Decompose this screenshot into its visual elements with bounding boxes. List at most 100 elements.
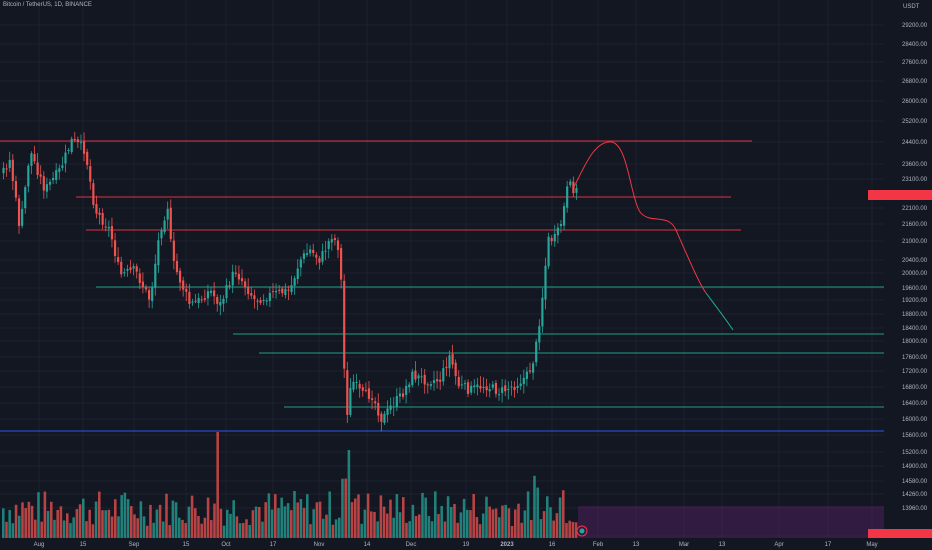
time-axis-label[interactable]: May [866, 542, 877, 548]
time-axis-label[interactable]: Sep [129, 542, 140, 548]
price-axis-label[interactable]: 15600.00 [902, 433, 928, 439]
candle-body [274, 290, 278, 293]
candle-body [123, 272, 126, 274]
projection-path[interactable] [573, 141, 734, 331]
time-axis-label[interactable]: Nov [314, 542, 325, 548]
price-axis-label[interactable]: 29200.00 [902, 23, 928, 29]
volume-bar [424, 497, 427, 538]
volume-bar [354, 498, 357, 538]
time-axis-label[interactable]: Mar [679, 542, 689, 548]
candle-body [473, 385, 476, 388]
price-axis-label[interactable]: 23100.00 [902, 177, 928, 183]
candle-body [33, 154, 36, 162]
candle-body [27, 165, 30, 187]
price-axis-label[interactable]: 26800.00 [902, 79, 928, 85]
price-axis-label[interactable]: 17600.00 [902, 355, 928, 361]
time-axis-label[interactable]: Dec [406, 542, 417, 548]
volume-bar [437, 513, 440, 538]
price-axis-label[interactable]: 17200.00 [902, 369, 928, 375]
time-axis-label[interactable]: Aug [34, 542, 45, 548]
price-axis-label[interactable]: 22100.00 [902, 206, 928, 212]
volume-bar [165, 493, 168, 538]
volume-bar [331, 524, 335, 538]
price-axis-label[interactable]: 16000.00 [902, 417, 928, 423]
volume-bar [446, 496, 450, 538]
volume-bar [40, 521, 43, 538]
price-axis-label[interactable]: 19600.00 [902, 286, 928, 292]
time-axis-label[interactable]: 14 [364, 542, 371, 548]
volume-bar [533, 475, 536, 538]
currency-label: USDT [903, 4, 920, 10]
time-axis-label[interactable]: 15 [183, 542, 190, 548]
price-axis-label[interactable]: 16800.00 [902, 385, 928, 391]
price-axis-label[interactable]: 15200.00 [902, 450, 928, 456]
price-axis-label[interactable]: 16400.00 [902, 401, 928, 407]
volume-bar [82, 498, 85, 538]
price-axis-label[interactable]: 23600.00 [902, 162, 928, 168]
price-axis-label[interactable]: 21000.00 [902, 239, 928, 245]
candle-body [336, 240, 340, 251]
volume-bar [107, 509, 111, 538]
price-axis-label[interactable]: 19200.00 [902, 298, 928, 304]
price-axis-label[interactable]: 14900.00 [902, 464, 928, 470]
time-axis-label[interactable]: 16 [549, 542, 556, 548]
price-axis-label[interactable]: 28400.00 [902, 42, 928, 48]
price-axis-label[interactable]: 20400.00 [902, 258, 928, 264]
price-axis-label[interactable]: 25200.00 [902, 119, 928, 125]
time-axis-label[interactable]: Oct [221, 542, 231, 548]
volume-zone [578, 506, 884, 538]
candle-body [110, 226, 114, 240]
price-axis-label[interactable]: 26000.00 [902, 99, 928, 105]
projection-red-path[interactable] [573, 141, 707, 294]
volume-bar [315, 502, 319, 538]
volume-bar [299, 498, 303, 538]
price-axis-label[interactable]: 18800.00 [902, 312, 928, 318]
time-axis-label[interactable]: 15 [80, 542, 87, 548]
volume-bar [411, 504, 415, 538]
price-axis-label[interactable]: 13960.00 [902, 506, 928, 512]
price-axis-label[interactable]: 20000.00 [902, 271, 928, 277]
candle-body [135, 266, 138, 272]
symbol-title[interactable]: Bitcoin / TetherUS, 1D, BINANCE [3, 2, 92, 8]
candle-body [528, 370, 532, 372]
time-axis-label[interactable]: 19 [463, 542, 470, 548]
price-axis[interactable]: 29200.00 28400.00 27600.00 26800.00 26000.00… [902, 4, 928, 540]
price-axis-label[interactable]: 18000.00 [902, 339, 928, 345]
time-axis-label[interactable]: 17 [270, 542, 277, 548]
volume-bar [520, 522, 523, 538]
volume-bar [190, 495, 194, 538]
volume-bar [568, 520, 571, 538]
time-axis-label[interactable]: 2023 [500, 542, 514, 548]
candle-body [547, 236, 550, 267]
volume-bar [283, 506, 287, 538]
projection-green-path[interactable] [705, 292, 734, 331]
volume-bar [325, 514, 328, 538]
volume-bar [62, 520, 66, 538]
time-axis-label[interactable]: Apr [774, 542, 783, 548]
volume-bar [264, 502, 267, 538]
price-axis-label[interactable]: 18400.00 [902, 326, 928, 332]
time-axis-label[interactable]: 17 [825, 542, 832, 548]
candle-body [559, 224, 563, 227]
time-axis[interactable]: Aug 15 Sep 15 Oct 17 Nov 14 Dec 19 2023 16 Feb 13 Mar 1… [34, 542, 878, 548]
time-axis-label[interactable]: 13 [633, 542, 640, 548]
price-axis-label[interactable]: 27600.00 [902, 60, 928, 66]
candle-body [398, 393, 402, 397]
time-axis-label[interactable]: Feb [593, 542, 604, 548]
candle-body [309, 249, 312, 254]
volume-bar [168, 525, 171, 538]
volume-bar [523, 510, 527, 538]
candle-body [340, 248, 343, 280]
price-axis-label[interactable]: 24400.00 [902, 140, 928, 146]
price-axis-label[interactable]: 21600.00 [902, 222, 928, 228]
volume-bar [104, 510, 107, 538]
price-axis-label[interactable]: 14260.00 [902, 492, 928, 498]
volume-bar [398, 512, 402, 538]
candle-body [172, 240, 175, 261]
time-axis-label[interactable]: 13 [719, 542, 726, 548]
volume-bar [24, 508, 27, 538]
price-axis-label[interactable]: 14580.00 [902, 479, 928, 485]
candle-body [367, 388, 371, 399]
